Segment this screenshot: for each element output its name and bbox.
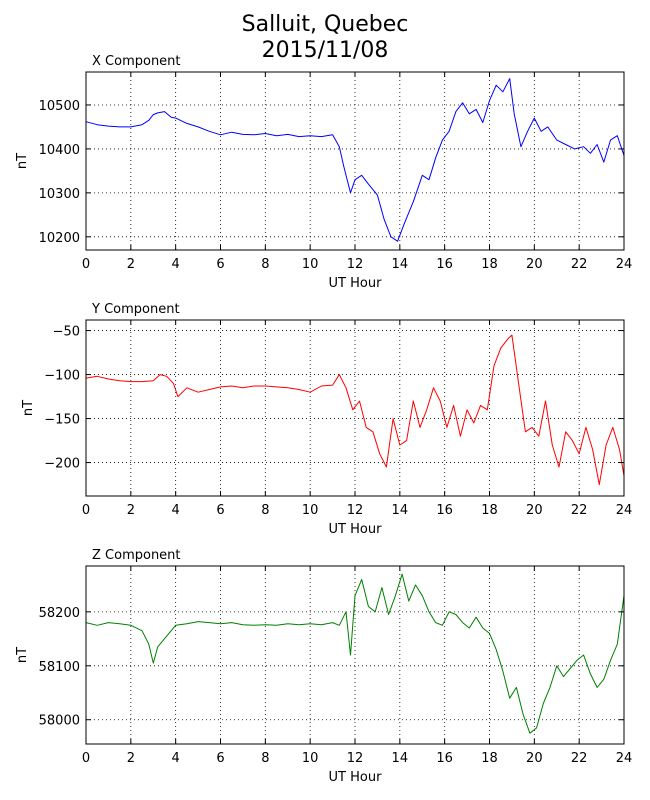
x-tick-label: 14 (392, 751, 409, 766)
x-axis-label: UT Hour (329, 276, 383, 291)
x-tick-label: 10 (302, 503, 319, 518)
x-tick-label: 4 (172, 503, 180, 518)
chart-title: Salluit, Quebec (241, 12, 409, 37)
y-tick-label: 10500 (39, 99, 80, 114)
x-tick-label: 6 (216, 751, 224, 766)
y-tick-label: 10400 (39, 143, 80, 158)
x-tick-label: 8 (261, 503, 269, 518)
y-tick-label: 58000 (39, 714, 80, 729)
x-tick-label: 6 (216, 503, 224, 518)
x-tick-label: 14 (392, 257, 409, 272)
x-tick-label: 8 (261, 751, 269, 766)
panel-title: Y Component (91, 302, 180, 317)
x-tick-label: 22 (571, 257, 588, 272)
x-tick-label: 24 (616, 751, 633, 766)
y-tick-label: −50 (53, 325, 80, 340)
x-tick-label: 2 (127, 751, 135, 766)
x-tick-label: 10 (302, 751, 319, 766)
y-axis-label: nT (15, 153, 30, 169)
panel-title: Z Component (92, 548, 181, 563)
x-tick-label: 16 (436, 257, 453, 272)
x-tick-label: 16 (436, 751, 453, 766)
x-tick-label: 8 (261, 257, 269, 272)
x-tick-label: 0 (82, 257, 90, 272)
x-tick-label: 20 (526, 751, 543, 766)
x-tick-label: 2 (127, 503, 135, 518)
x-tick-label: 12 (347, 503, 364, 518)
y-tick-label: 58200 (39, 606, 80, 621)
panel-title: X Component (92, 54, 181, 69)
x-tick-label: 24 (616, 503, 633, 518)
y-tick-label: 10200 (39, 231, 80, 246)
series-line (85, 334, 625, 486)
x-tick-label: 0 (82, 751, 90, 766)
y-axis-label: nT (21, 400, 36, 416)
x-tick-label: 18 (481, 257, 498, 272)
y-tick-label: −100 (44, 369, 80, 384)
y-tick-label: −200 (44, 457, 80, 472)
y-tick-label: 10300 (39, 187, 80, 202)
x-axis-label: UT Hour (329, 770, 383, 785)
y-tick-label: −150 (44, 413, 80, 428)
x-tick-label: 4 (172, 751, 180, 766)
x-tick-label: 20 (526, 503, 543, 518)
x-tick-label: 18 (481, 751, 498, 766)
chart-subtitle: 2015/11/08 (261, 38, 389, 63)
x-tick-label: 22 (571, 751, 588, 766)
series-line (85, 78, 625, 242)
x-tick-label: 4 (172, 257, 180, 272)
x-tick-label: 18 (481, 503, 498, 518)
y-axis-label: nT (15, 647, 30, 663)
x-tick-label: 10 (302, 257, 319, 272)
x-tick-label: 20 (526, 257, 543, 272)
x-tick-label: 2 (127, 257, 135, 272)
x-tick-label: 12 (347, 257, 364, 272)
x-tick-label: 24 (616, 257, 633, 272)
x-tick-label: 12 (347, 751, 364, 766)
x-tick-label: 6 (216, 257, 224, 272)
x-tick-label: 16 (436, 503, 453, 518)
x-tick-label: 22 (571, 503, 588, 518)
x-tick-label: 0 (82, 503, 90, 518)
series-line (85, 573, 625, 734)
y-tick-label: 58100 (39, 660, 80, 675)
x-axis-label: UT Hour (329, 522, 383, 537)
x-tick-label: 14 (392, 503, 409, 518)
